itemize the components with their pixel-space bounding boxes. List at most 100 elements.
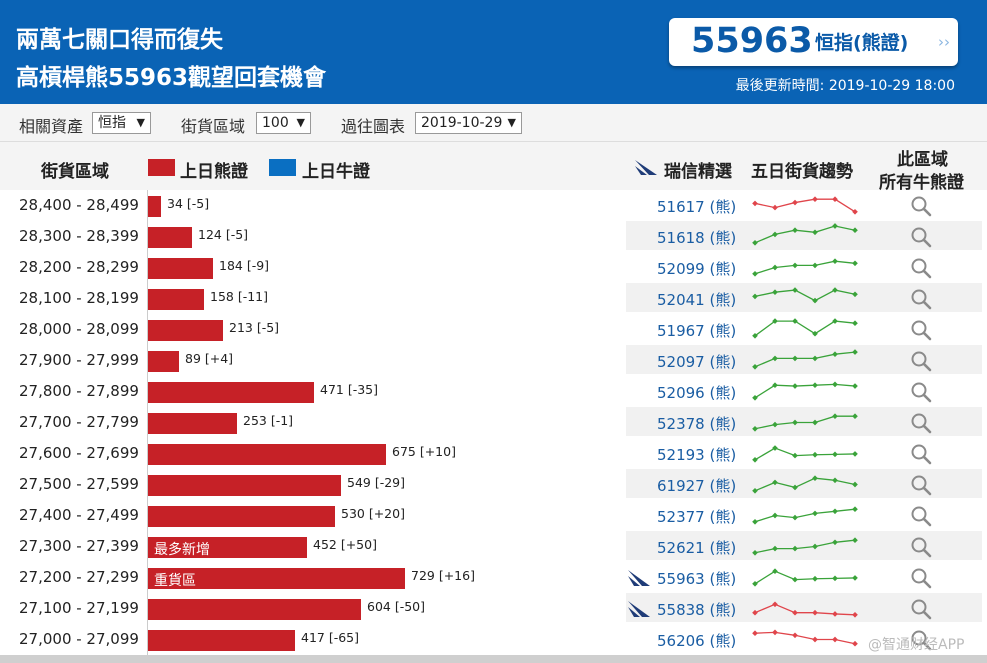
- headline-line-1: 兩萬七關口得而復失: [16, 27, 223, 53]
- table-row: 27,800 - 27,899 471 [-35] 52096 (熊): [0, 376, 987, 407]
- bar-tag: 重貨區: [154, 573, 196, 589]
- bear-bar[interactable]: 最多新增: [148, 537, 307, 558]
- trend-point: [812, 382, 818, 389]
- trend-point: [752, 332, 758, 339]
- chart-date-select[interactable]: 2019-10-29 ▼: [415, 112, 522, 134]
- trend-point: [792, 576, 798, 583]
- trend-point: [812, 330, 818, 337]
- trend-point: [832, 508, 838, 515]
- warrant-link[interactable]: 51617 (熊): [657, 198, 737, 216]
- filter-bar: 相關資產 恒指 ▼ 街貨區域 100 ▼ 過往圖表 2019-10-29 ▼: [0, 104, 987, 142]
- trend-point: [832, 539, 838, 546]
- bear-bar[interactable]: [148, 630, 295, 651]
- trend-point: [752, 425, 758, 432]
- table-row: 27,500 - 27,599 549 [-29] 61927 (熊): [0, 469, 987, 500]
- bear-bar[interactable]: [148, 506, 335, 527]
- warrant-link[interactable]: 55838 (熊): [657, 601, 737, 619]
- search-icon[interactable]: [910, 257, 932, 279]
- trend-line: [754, 477, 856, 492]
- bear-bar[interactable]: [148, 289, 204, 310]
- trend-point: [772, 264, 778, 271]
- trend-point: [812, 609, 818, 616]
- bear-bar[interactable]: [148, 320, 223, 341]
- range-cell: 28,300 - 28,399: [19, 227, 139, 245]
- warrant-link[interactable]: 56206 (熊): [657, 632, 737, 650]
- trend-point: [772, 545, 778, 552]
- trend-line: [754, 198, 856, 213]
- row-right-bg: [626, 221, 982, 250]
- table-row: 27,600 - 27,699 675 [+10] 52193 (熊): [0, 438, 987, 469]
- legend-bear-label: 上日熊證: [180, 162, 248, 182]
- warrant-link[interactable]: 52096 (熊): [657, 384, 737, 402]
- bear-bar[interactable]: [148, 413, 237, 434]
- asset-select[interactable]: 恒指 ▼: [92, 112, 151, 134]
- search-icon[interactable]: [910, 195, 932, 217]
- trend-point: [792, 632, 798, 639]
- bottom-scrollbar[interactable]: [0, 655, 987, 663]
- search-icon[interactable]: [910, 536, 932, 558]
- warrant-link[interactable]: 52041 (熊): [657, 291, 737, 309]
- search-icon[interactable]: [910, 629, 932, 651]
- search-icon[interactable]: [910, 505, 932, 527]
- bear-bar[interactable]: [148, 258, 213, 279]
- dropdown-arrow-icon: ▼: [136, 116, 145, 129]
- bear-bar[interactable]: [148, 444, 386, 465]
- trend-point: [792, 609, 798, 616]
- search-icon[interactable]: [910, 567, 932, 589]
- search-icon[interactable]: [910, 226, 932, 248]
- warrant-link[interactable]: 52097 (熊): [657, 353, 737, 371]
- bar-value-label: 213 [-5]: [229, 320, 280, 335]
- warrant-link[interactable]: 52378 (熊): [657, 415, 737, 433]
- warrant-link[interactable]: 51967 (熊): [657, 322, 737, 340]
- trend-point: [852, 260, 858, 267]
- headline-line-2: 高槓桿熊55963觀望回套機會: [16, 65, 327, 91]
- bear-bar[interactable]: [148, 599, 361, 620]
- trend-line: [754, 539, 856, 554]
- warrant-link[interactable]: 55963 (熊): [657, 570, 737, 588]
- trend-sparkline: [752, 601, 858, 618]
- search-icon[interactable]: [910, 598, 932, 620]
- bear-bar[interactable]: [148, 382, 314, 403]
- bear-bar[interactable]: [148, 351, 179, 372]
- bear-bar[interactable]: [148, 227, 192, 248]
- search-icon[interactable]: [910, 474, 932, 496]
- bear-bar[interactable]: 重貨區: [148, 568, 405, 589]
- warrant-link[interactable]: 52377 (熊): [657, 508, 737, 526]
- search-icon[interactable]: [910, 350, 932, 372]
- col-range-header: 街貨區域: [41, 162, 109, 182]
- trend-point: [792, 514, 798, 521]
- col-all-header-1: 此區域: [897, 150, 948, 170]
- trend-point: [812, 196, 818, 203]
- range-cell: 27,600 - 27,699: [19, 444, 139, 462]
- table-row: 27,200 - 27,299 重貨區 729 [+16] 55963 (熊): [0, 562, 987, 593]
- trend-point: [772, 231, 778, 238]
- warrant-link[interactable]: 51618 (熊): [657, 229, 737, 247]
- range-cell: 27,100 - 27,199: [19, 599, 139, 617]
- search-icon[interactable]: [910, 288, 932, 310]
- warrant-link[interactable]: 52621 (熊): [657, 539, 737, 557]
- table-row: 27,700 - 27,799 253 [-1] 52378 (熊): [0, 407, 987, 438]
- underlying-price-button[interactable]: 55963 恒指(熊證) ››: [669, 18, 958, 66]
- search-icon[interactable]: [910, 381, 932, 403]
- bar-value-label: 530 [+20]: [341, 506, 405, 521]
- trend-line: [754, 415, 855, 430]
- bear-bar[interactable]: [148, 196, 161, 217]
- warrant-link[interactable]: 61927 (熊): [657, 477, 737, 495]
- trend-point: [812, 355, 818, 362]
- col-all-header-2: 所有牛熊證: [879, 173, 964, 193]
- row-right-bg: [626, 593, 982, 622]
- trend-point: [772, 382, 778, 389]
- warrant-link[interactable]: 52099 (熊): [657, 260, 737, 278]
- trend-point: [772, 568, 778, 575]
- trend-sparkline: [752, 475, 858, 494]
- bear-bar[interactable]: [148, 475, 341, 496]
- search-icon[interactable]: [910, 412, 932, 434]
- trend-point: [852, 320, 858, 327]
- trend-point: [752, 487, 758, 494]
- search-icon[interactable]: [910, 443, 932, 465]
- range-cell: 27,200 - 27,299: [19, 568, 139, 586]
- trend-point: [832, 287, 838, 293]
- warrant-link[interactable]: 52193 (熊): [657, 446, 737, 464]
- search-icon[interactable]: [910, 319, 932, 341]
- zone-select[interactable]: 100 ▼: [256, 112, 311, 134]
